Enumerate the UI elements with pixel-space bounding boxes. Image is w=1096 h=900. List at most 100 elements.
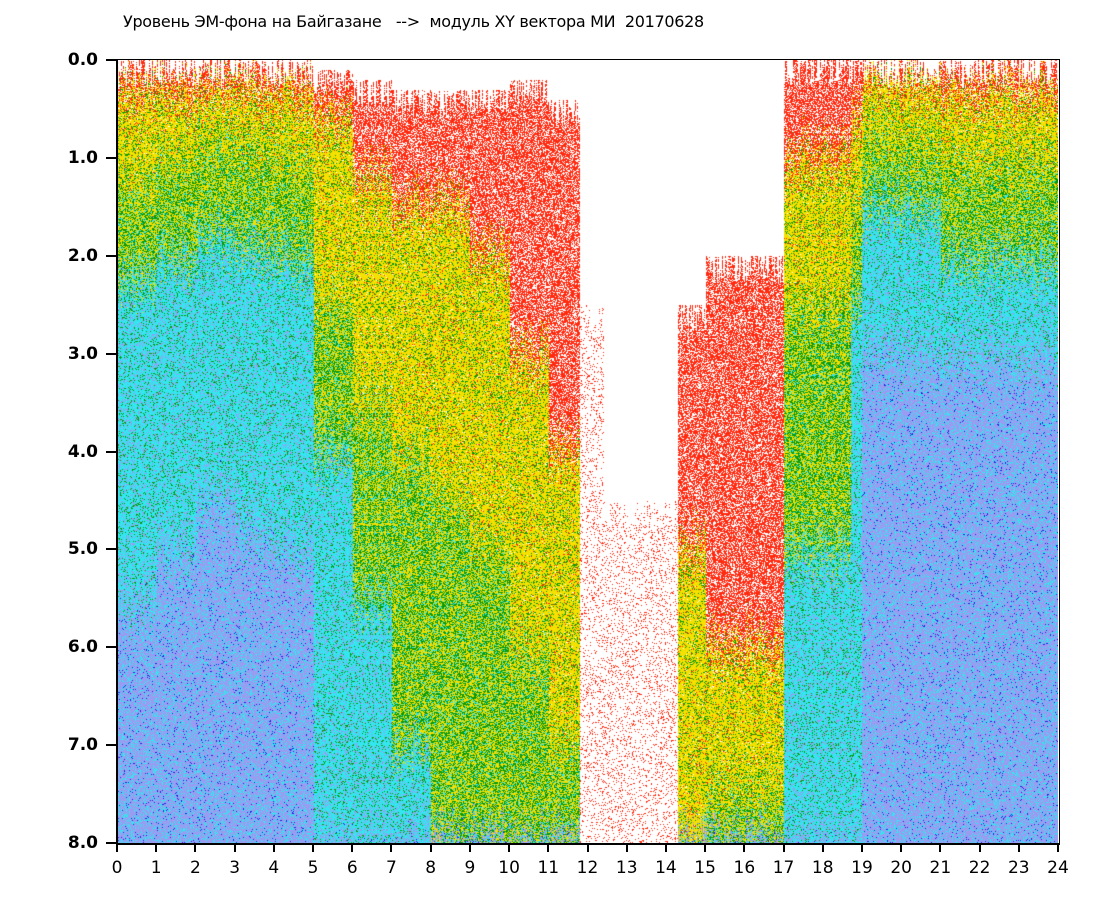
x-tick — [978, 843, 981, 852]
x-tick-label: 17 — [772, 858, 795, 878]
x-tick-label: 24 — [1047, 858, 1069, 878]
x-tick — [272, 843, 275, 852]
heatmap-band-green — [195, 138, 234, 236]
x-tick — [1017, 843, 1020, 852]
x-tick-label: 13 — [615, 858, 638, 878]
x-tick-label: 3 — [229, 858, 241, 878]
x-tick-label: 15 — [694, 858, 716, 878]
x-tick-label: 2 — [189, 858, 201, 878]
heatmap-band-cyan — [850, 305, 862, 843]
x-tick — [1057, 843, 1059, 852]
y-tick — [106, 352, 117, 355]
heatmap-band-yellow — [313, 119, 352, 305]
heatmap-band-yellow — [156, 89, 195, 158]
x-tick-label: 10 — [498, 858, 520, 878]
heatmap-band-cyan — [313, 452, 352, 844]
heatmap-bands — [117, 60, 1058, 843]
heatmap-band-blue — [156, 549, 195, 843]
heatmap-band-blue — [940, 354, 1058, 843]
heatmap-band-blue — [862, 354, 940, 843]
x-tick — [468, 843, 471, 852]
heatmap-band-green — [548, 745, 579, 843]
heatmap-band-yellow — [235, 89, 274, 148]
heatmap-band-cyan — [117, 275, 156, 598]
heatmap-band-yellow — [548, 452, 579, 746]
x-tick — [155, 843, 158, 852]
heatmap-band-red — [603, 500, 677, 843]
x-tick — [116, 843, 118, 852]
y-tick — [106, 548, 117, 551]
x-tick-label: 20 — [890, 858, 912, 878]
heatmap-band-yellow — [850, 119, 862, 207]
y-tick-label: 6.0 — [67, 637, 98, 658]
heatmap-band-red — [940, 60, 1058, 89]
heatmap-band-green — [313, 305, 352, 452]
heatmap-band-green — [235, 148, 274, 246]
heatmap-band-red — [580, 305, 604, 843]
y-tick — [106, 450, 117, 453]
heatmap-band-yellow — [431, 207, 470, 501]
heatmap-band-red — [274, 60, 313, 89]
x-tick-label: 12 — [576, 858, 599, 878]
x-tick — [312, 843, 315, 852]
x-tick — [390, 843, 393, 852]
x-tick-label: 7 — [386, 858, 397, 878]
heatmap-band-cyan — [940, 256, 1058, 354]
heatmap-band-yellow — [117, 89, 156, 177]
heatmap-band-red — [195, 60, 234, 89]
y-tick-label: 4.0 — [67, 441, 98, 462]
x-tick — [586, 843, 589, 852]
heatmap-band-green — [940, 158, 1058, 256]
heatmap-band-red — [784, 60, 851, 158]
x-tick-label: 1 — [150, 858, 162, 878]
heatmap-band-yellow — [862, 80, 940, 139]
x-tick — [939, 843, 942, 852]
heatmap-band-blue — [195, 500, 234, 843]
heatmap-band-red — [548, 99, 579, 451]
heatmap-band-cyan — [274, 256, 313, 550]
heatmap-band-green — [431, 500, 470, 843]
y-tick — [106, 156, 117, 159]
heatmap-plot-area — [117, 60, 1058, 843]
heatmap-band-yellow — [678, 549, 705, 843]
x-tick-label: 6 — [346, 858, 358, 878]
heatmap-band-cyan — [862, 207, 940, 354]
x-tick — [547, 843, 550, 852]
y-tick-label: 5.0 — [67, 539, 98, 560]
heatmap-band-blue — [235, 530, 274, 843]
y-tick — [106, 744, 117, 747]
y-tick-label: 7.0 — [67, 735, 98, 756]
heatmap-band-yellow — [509, 354, 548, 648]
heatmap-band-red — [352, 80, 391, 178]
heatmap-band-yellow — [274, 89, 313, 158]
x-tick-label: 22 — [968, 858, 991, 878]
x-tick-label: 9 — [464, 858, 476, 878]
heatmap-band-green — [862, 138, 940, 207]
x-tick — [233, 843, 236, 852]
heatmap-band-red — [862, 60, 940, 80]
y-tick-label: 2.0 — [67, 245, 98, 266]
heatmap-band-red — [850, 60, 862, 119]
heatmap-band-yellow — [940, 89, 1058, 158]
x-tick-label: 14 — [655, 858, 677, 878]
heatmap-band-cyan — [195, 236, 234, 500]
heatmap-band-red — [313, 70, 352, 119]
x-tick-label: 8 — [425, 858, 437, 878]
heatmap-band-green — [470, 549, 509, 843]
heatmap-band-green — [391, 452, 430, 746]
heatmap-band-red — [117, 60, 156, 89]
x-tick-label: 23 — [1007, 858, 1030, 878]
x-tick-label: 19 — [851, 858, 873, 878]
heatmap-band-red — [678, 305, 705, 550]
y-tick — [106, 646, 117, 649]
heatmap-band-yellow — [705, 647, 783, 794]
heatmap-band-yellow — [352, 177, 391, 402]
heatmap-band-cyan — [391, 745, 430, 843]
x-tick — [821, 843, 824, 852]
heatmap-band-green — [784, 305, 851, 550]
x-tick — [429, 843, 432, 852]
heatmap-band-yellow — [784, 158, 851, 305]
y-tick-label: 3.0 — [67, 343, 98, 364]
heatmap-band-cyan — [235, 246, 274, 530]
x-tick — [860, 843, 863, 852]
